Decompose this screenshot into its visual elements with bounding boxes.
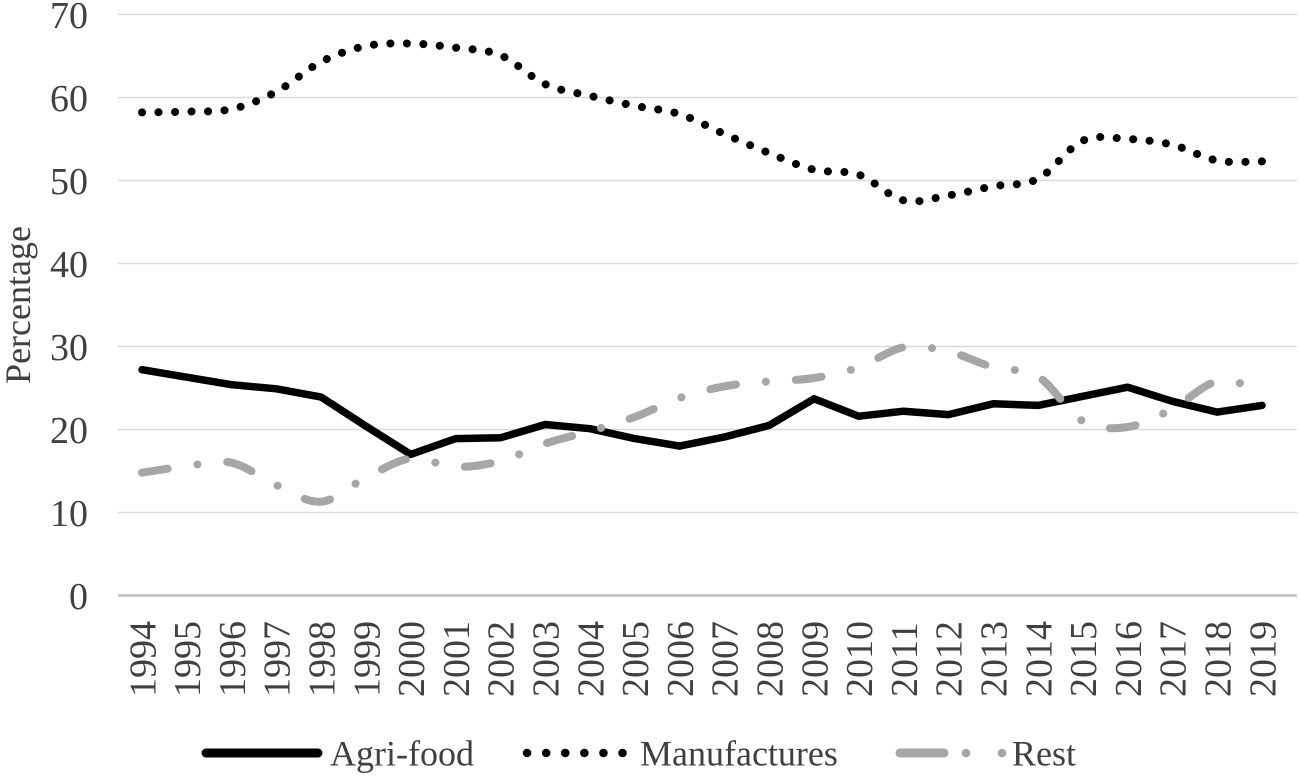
x-tick-label: 2009 — [794, 621, 836, 697]
y-axis-title: Percentage — [0, 226, 38, 384]
y-tick-label: 60 — [50, 78, 88, 120]
y-tick-label: 0 — [69, 576, 88, 618]
x-tick-label: 1995 — [167, 621, 209, 697]
y-tick-label: 30 — [50, 327, 88, 369]
x-tick-label: 2016 — [1108, 621, 1150, 697]
y-tick-label: 50 — [50, 161, 88, 203]
legend-swatch-dot — [997, 748, 1007, 758]
legend-swatch-dot — [961, 748, 971, 758]
x-tick-label: 2003 — [526, 621, 568, 697]
x-tick-label: 2001 — [436, 621, 478, 697]
x-tick-label: 2000 — [391, 621, 433, 697]
x-tick-label: 2014 — [1018, 621, 1060, 697]
legend-label: Manufactures — [640, 734, 838, 774]
y-tick-label: 40 — [50, 244, 88, 286]
x-tick-label: 2011 — [884, 622, 926, 697]
series-line-manufactures — [138, 39, 1266, 206]
x-tick-label: 2004 — [570, 621, 612, 697]
x-tick-label: 2012 — [929, 621, 971, 697]
x-tick-label: 1994 — [122, 621, 164, 697]
y-tick-label: 70 — [50, 0, 88, 37]
series-line-rest — [138, 342, 1266, 506]
x-tick-label: 2006 — [660, 621, 702, 697]
legend-label: Rest — [1012, 734, 1076, 774]
x-tick-label: 1999 — [346, 621, 388, 697]
x-tick-label: 2002 — [481, 621, 523, 697]
x-tick-label: 1996 — [212, 621, 254, 697]
x-tick-label: 2008 — [750, 621, 792, 697]
x-tick-label: 2010 — [839, 621, 881, 697]
x-tick-label: 2005 — [615, 621, 657, 697]
x-tick-label: 2007 — [705, 621, 747, 697]
x-tick-label: 1997 — [257, 621, 299, 697]
y-tick-label: 20 — [50, 410, 88, 452]
x-tick-label: 2017 — [1153, 621, 1195, 697]
series-line-agri-food — [138, 365, 1266, 459]
x-tick-label: 1998 — [302, 621, 344, 697]
legend-label: Agri-food — [330, 734, 474, 774]
x-tick-label: 2018 — [1198, 621, 1240, 697]
x-tick-label: 2015 — [1063, 621, 1105, 697]
x-tick-label: 2013 — [974, 621, 1016, 697]
x-tick-label: 2019 — [1242, 621, 1284, 697]
y-tick-label: 10 — [50, 493, 88, 535]
